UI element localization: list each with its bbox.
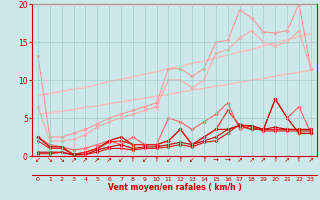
X-axis label: Vent moyen/en rafales ( km/h ): Vent moyen/en rafales ( km/h ) xyxy=(108,183,241,192)
